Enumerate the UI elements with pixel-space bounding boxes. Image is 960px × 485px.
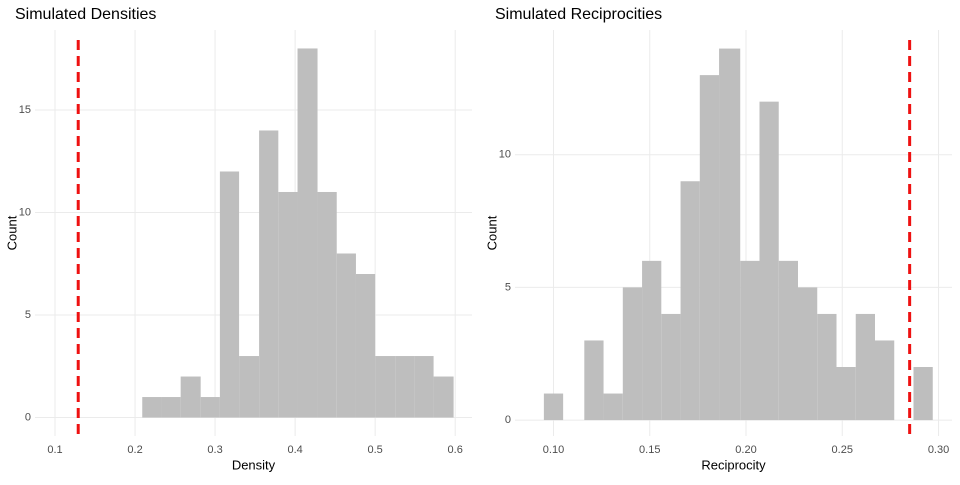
x-tick-label: 0.4: [287, 444, 302, 456]
bar: [855, 313, 875, 421]
bar: [375, 356, 396, 418]
x-tick-label: 0.3: [207, 444, 222, 456]
chart-title: Simulated Reciprocities: [495, 6, 662, 23]
bar: [219, 171, 240, 418]
bar: [719, 48, 741, 421]
bar: [317, 191, 337, 418]
bar: [622, 287, 643, 421]
bar: [913, 367, 933, 421]
bar: [297, 48, 318, 418]
y-tick-label: 15: [19, 104, 31, 116]
x-tick-label: 0.30: [928, 444, 949, 456]
x-tick-label: 0.25: [832, 444, 853, 456]
bar: [414, 356, 434, 418]
y-axis-label: Count: [484, 215, 499, 250]
bar: [874, 340, 895, 421]
x-axis-label: Density: [232, 457, 276, 472]
bar: [433, 376, 454, 418]
bar: [161, 397, 181, 418]
y-tick-label: 5: [25, 309, 31, 321]
x-tick-label: 0.6: [448, 444, 463, 456]
bar: [661, 313, 681, 421]
y-tick-label: 0: [505, 414, 511, 426]
y-tick-label: 5: [505, 281, 511, 293]
chart-title: Simulated Densities: [15, 6, 156, 23]
bar: [200, 397, 220, 418]
bar: [395, 356, 415, 418]
bar: [278, 191, 298, 418]
bar: [543, 393, 564, 421]
bar: [740, 260, 760, 421]
bar: [797, 287, 818, 421]
x-tick-label: 0.5: [368, 444, 383, 456]
x-tick-label: 0.10: [543, 444, 564, 456]
bar: [259, 130, 279, 418]
x-tick-label: 0.15: [639, 444, 660, 456]
bar: [759, 101, 779, 421]
bar: [642, 260, 662, 421]
x-axis-label: Reciprocity: [701, 457, 766, 472]
y-tick-label: 0: [25, 411, 31, 423]
bar: [603, 393, 623, 421]
bar: [836, 367, 856, 421]
x-tick-label: 0.2: [127, 444, 142, 456]
x-tick-label: 0.1: [47, 444, 62, 456]
bar: [336, 253, 356, 418]
x-tick-label: 0.20: [735, 444, 756, 456]
bar: [584, 340, 604, 421]
bar: [355, 274, 376, 418]
bar: [239, 356, 260, 418]
y-tick-label: 10: [499, 149, 511, 161]
y-tick-label: 10: [19, 206, 31, 218]
y-axis-label: Count: [4, 215, 19, 250]
bar: [817, 313, 837, 421]
bar: [180, 376, 201, 418]
bar: [142, 397, 162, 418]
bar: [778, 260, 798, 421]
bar: [699, 75, 720, 421]
bar: [680, 181, 700, 421]
